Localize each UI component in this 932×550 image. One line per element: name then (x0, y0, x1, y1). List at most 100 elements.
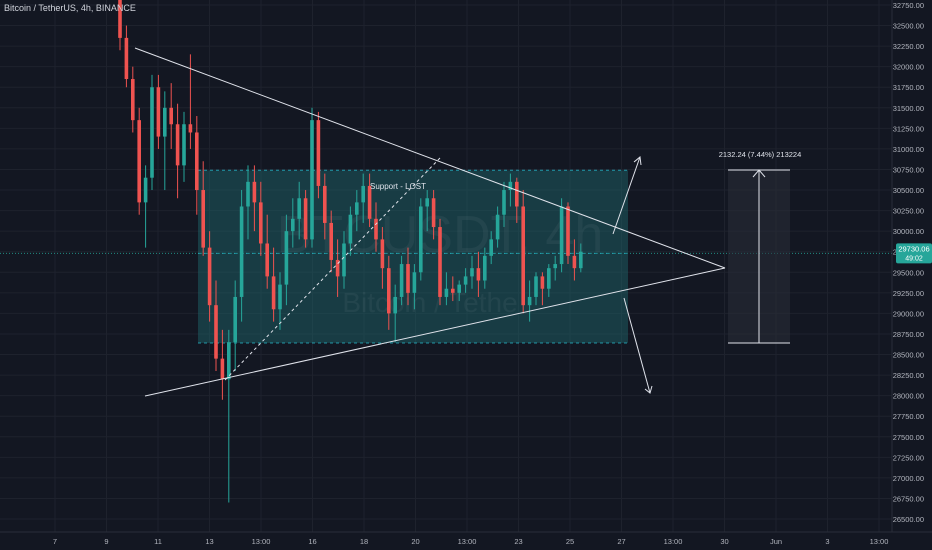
price-range-measure[interactable]: 2132.24 (7.44%) 213224 (719, 150, 802, 344)
price-tick-label: 30000.00 (893, 227, 924, 236)
candle-body (291, 218, 295, 232)
candle-body (342, 243, 346, 277)
candle-body (188, 124, 193, 133)
candle-body (534, 276, 538, 297)
candle-body (463, 276, 468, 285)
lower-trendline[interactable] (144, 267, 726, 397)
drawings: Support - LOST (134, 47, 726, 397)
time-tick-label: 30 (720, 537, 728, 546)
last-price-tag: 29730.06 49:02 (896, 243, 932, 264)
candle-body (387, 268, 391, 314)
candle-body (227, 342, 231, 380)
measure-label: 2132.24 (7.44%) 213224 (719, 150, 802, 159)
time-tick-label: 16 (308, 537, 316, 546)
candle-body (310, 120, 314, 240)
time-tick-label: 27 (617, 537, 625, 546)
candle-body (431, 198, 436, 228)
candle-body (297, 198, 301, 219)
candle-body (220, 358, 225, 380)
time-tick-label: 3 (825, 537, 829, 546)
candle-body (521, 206, 525, 306)
candle-body (335, 259, 340, 277)
price-tick-label: 30500.00 (893, 186, 924, 195)
candle-body (214, 305, 218, 359)
candle-body (175, 124, 180, 166)
time-tick-label: 11 (154, 537, 162, 546)
price-tick-label: 29250.00 (893, 289, 924, 298)
time-tick-label: 18 (360, 537, 368, 546)
candle-body (252, 181, 257, 203)
candle-body (566, 206, 570, 256)
price-tick-label: 28000.00 (893, 392, 924, 401)
price-tick-label: 31500.00 (893, 104, 924, 113)
price-tick-label: 28250.00 (893, 371, 924, 380)
time-tick-label: 13 (205, 537, 213, 546)
candle-body (374, 218, 378, 240)
candle-body (425, 198, 429, 207)
candle-body (137, 120, 141, 203)
breakout-down-arrowhead (644, 385, 653, 394)
candle-body (284, 231, 289, 285)
candle-body (278, 284, 282, 310)
time-tick-label: Jun (770, 537, 782, 546)
candle-body (476, 268, 481, 281)
time-tick-label: 7 (53, 537, 57, 546)
symbol-header[interactable]: Bitcoin / TetherUS, 4h, BINANCE (4, 3, 136, 13)
candle-body (451, 288, 455, 293)
candle-body (316, 120, 321, 186)
candle-body (163, 107, 167, 137)
range-zone (198, 169, 628, 344)
candle-body (393, 296, 397, 314)
candle-body (259, 202, 263, 244)
price-tick-label: 32500.00 (893, 22, 924, 31)
breakout-down-arrow[interactable] (623, 297, 651, 394)
candle-body (143, 177, 148, 203)
candle-body (271, 276, 276, 310)
time-tick-label: 13:00 (664, 537, 683, 546)
candle-body (489, 239, 493, 256)
bar-countdown: 49:02 (905, 255, 923, 262)
candle-body (124, 37, 129, 80)
candle-body (444, 288, 449, 297)
breakout-up-arrowhead (633, 156, 642, 166)
candle-body (131, 79, 135, 121)
price-tick-label: 27500.00 (893, 433, 924, 442)
price-tick-label: 27750.00 (893, 412, 924, 421)
candle-body (150, 87, 154, 178)
last-price: 29730.06 (898, 244, 929, 253)
candle-body (406, 264, 410, 293)
candle-body (470, 268, 474, 277)
candle-body (515, 181, 519, 207)
candle-body (495, 214, 500, 240)
price-axis[interactable]: 32750.00 32500.00 32250.00 32000.00 31750.00… (891, 0, 924, 532)
candle-body (246, 181, 250, 207)
candle-body (367, 185, 372, 219)
breakout-up-arrow[interactable] (612, 156, 641, 235)
price-tick-label: 31750.00 (893, 83, 924, 92)
candle-body (169, 107, 173, 125)
price-tick-label: 27250.00 (893, 453, 924, 462)
zone-fill (198, 170, 628, 344)
time-axis[interactable]: 7 9 11 13 13:00 16 18 20 13:00 23 25 27 13:00 30 Jun 3 1… (0, 531, 932, 546)
measure-arrowhead (752, 169, 766, 178)
price-tick-label: 30750.00 (893, 165, 924, 174)
candle-body (527, 296, 532, 306)
watermark-name: Bitcoin / Tethe (342, 287, 517, 318)
candle-body (438, 227, 442, 297)
candle-body (540, 276, 545, 289)
price-tick-label: 31000.00 (893, 145, 924, 154)
price-tick-label: 32250.00 (893, 42, 924, 51)
candle-body (195, 132, 199, 191)
candle-body (233, 296, 237, 343)
candle-body (419, 206, 423, 273)
upper-trendline[interactable] (134, 47, 726, 269)
candle-body (508, 181, 513, 191)
price-tick-label: 30250.00 (893, 207, 924, 216)
price-tick-label: 29500.00 (893, 268, 924, 277)
candle-body (457, 284, 461, 293)
candle-body (355, 202, 359, 215)
time-tick-label: 13:00 (252, 537, 271, 546)
time-tick-label: 20 (411, 537, 419, 546)
candle-body (380, 239, 385, 269)
